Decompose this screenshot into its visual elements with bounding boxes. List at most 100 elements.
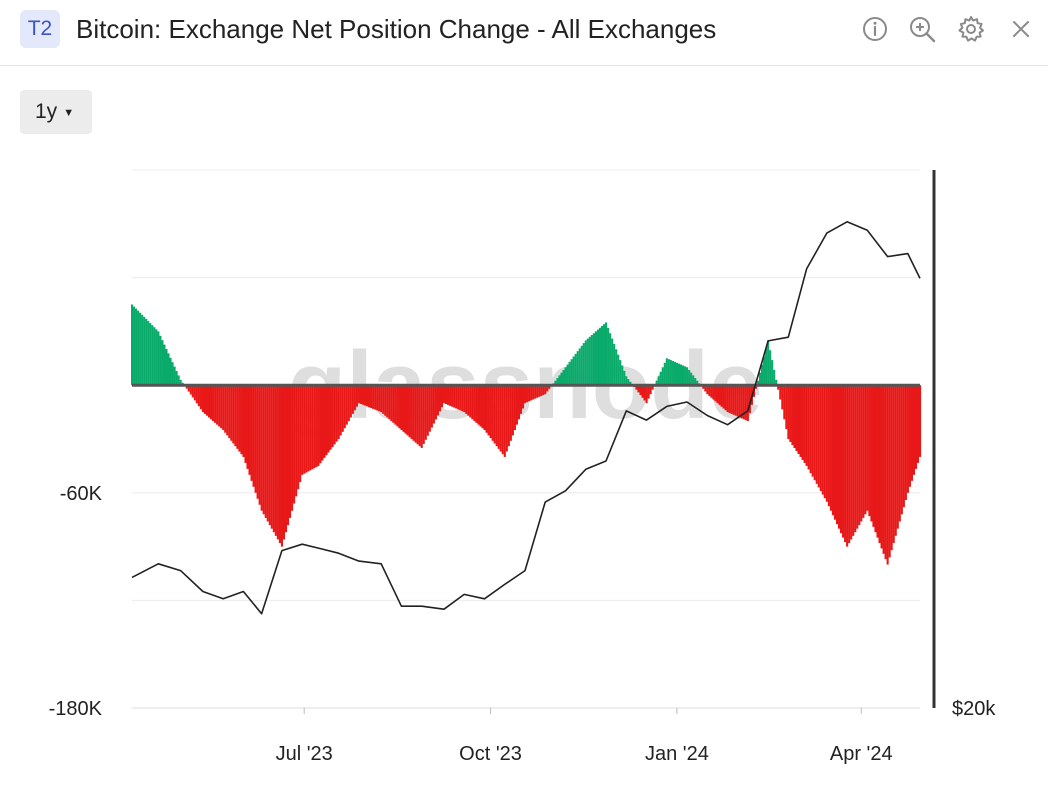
netflow-bar [746,385,749,422]
netflow-bar [242,385,245,457]
netflow-bar [345,385,348,425]
netflow-bar [892,385,895,544]
netflow-bar [327,385,330,453]
netflow-bar [139,312,142,386]
chevron-down-icon: ▼ [63,107,75,119]
range-dropdown[interactable]: 1y ▼ [20,90,92,134]
netflow-bar [315,385,318,468]
netflow-bar [912,385,916,475]
netflow-bar [244,385,247,463]
netflow-bar [260,385,263,511]
netflow-bar [651,385,654,390]
netflow-bar [594,331,597,386]
netflow-bar [876,385,879,538]
netflow-bar [149,323,152,386]
netflow-bar [201,385,204,413]
netflow-bar [765,348,768,386]
netflow-bar [185,385,188,389]
close-icon[interactable] [1006,14,1036,44]
tier-badge: T2 [20,10,60,48]
netflow-bar [426,385,429,436]
netflow-bar [440,385,444,408]
netflow-bar [396,385,399,427]
netflow-bar [667,359,670,386]
netflow-bar [467,385,470,416]
netflow-bar [475,385,478,423]
netflow-bar [220,385,223,429]
netflow-bar [720,385,723,407]
netflow-bar [763,356,766,386]
netflow-bar [481,385,484,429]
netflow-bar [515,385,518,425]
netflow-bar [157,331,160,386]
netflow-bar [635,385,638,390]
netflow-bar [205,385,209,416]
netflow-bar [706,385,709,395]
netflow-bar [359,385,363,404]
netflow-bar [560,372,563,386]
netflow-bar [388,385,391,420]
netflow-bar [400,385,403,431]
netflow-bar [422,385,425,444]
netflow-bar [363,385,367,406]
chart-title: Bitcoin: Exchange Net Position Change - … [76,14,717,44]
netflow-bar [613,343,616,386]
netflow-bar [566,364,569,386]
right-axis-labels: $20k [952,698,996,720]
netflow-bar [532,385,535,400]
netflow-bar [376,385,379,411]
netflow-bar [497,385,500,449]
price-line [131,221,921,615]
netflow-bar [856,385,859,529]
netflow-bar [447,385,450,405]
zoom-in-icon[interactable] [907,14,937,44]
netflow-bar [216,385,219,425]
netflow-bar [611,338,614,386]
netflow-bar [665,358,668,386]
netflow-bar [305,385,308,473]
netflow-bar [226,385,229,436]
netflow-bar [872,385,875,527]
netflow-bar [848,385,851,544]
x-tick-label: Oct '23 [459,743,522,765]
netflow-bar [380,385,383,413]
netflow-bar [758,372,762,386]
x-tick-label: Apr '24 [830,743,893,765]
netflow-bar [767,340,770,386]
netflow-bar [736,385,739,417]
netflow-bar [155,329,158,386]
netflow-bar [212,385,215,422]
netflow-bar [793,385,796,448]
netflow-bar [898,385,901,522]
netflow-bar [596,329,600,386]
netflow-bar [236,385,239,449]
gear-icon[interactable] [956,14,986,44]
netflow-bar [145,318,148,386]
netflow-bar [517,385,521,420]
netflow-bar [738,385,741,418]
netflow-bar [846,385,849,547]
netflow-bar [722,385,725,409]
netflow-bar [465,385,468,414]
netflow-bar [321,385,324,461]
netflow-bar [214,385,217,423]
netflow-bar [564,367,567,386]
netflow-bar [177,375,180,386]
netflow-bar [850,385,853,540]
netflow-bar [165,349,168,386]
netflow-bar [133,306,136,386]
netflow-bar [339,385,342,436]
info-icon[interactable] [860,14,890,44]
netflow-bar [625,376,628,386]
netflow-bar [252,385,255,487]
netflow-bar [473,385,476,422]
netflow-bar [526,385,529,403]
netflow-bar [461,385,464,412]
netflow-bar [884,385,887,560]
netflow-bar [754,385,758,389]
netflow-bar [191,385,194,398]
netflow-bar [141,314,144,386]
netflow-bar [659,371,662,386]
netflow-bar [286,385,290,526]
netflow-bar [282,385,286,540]
